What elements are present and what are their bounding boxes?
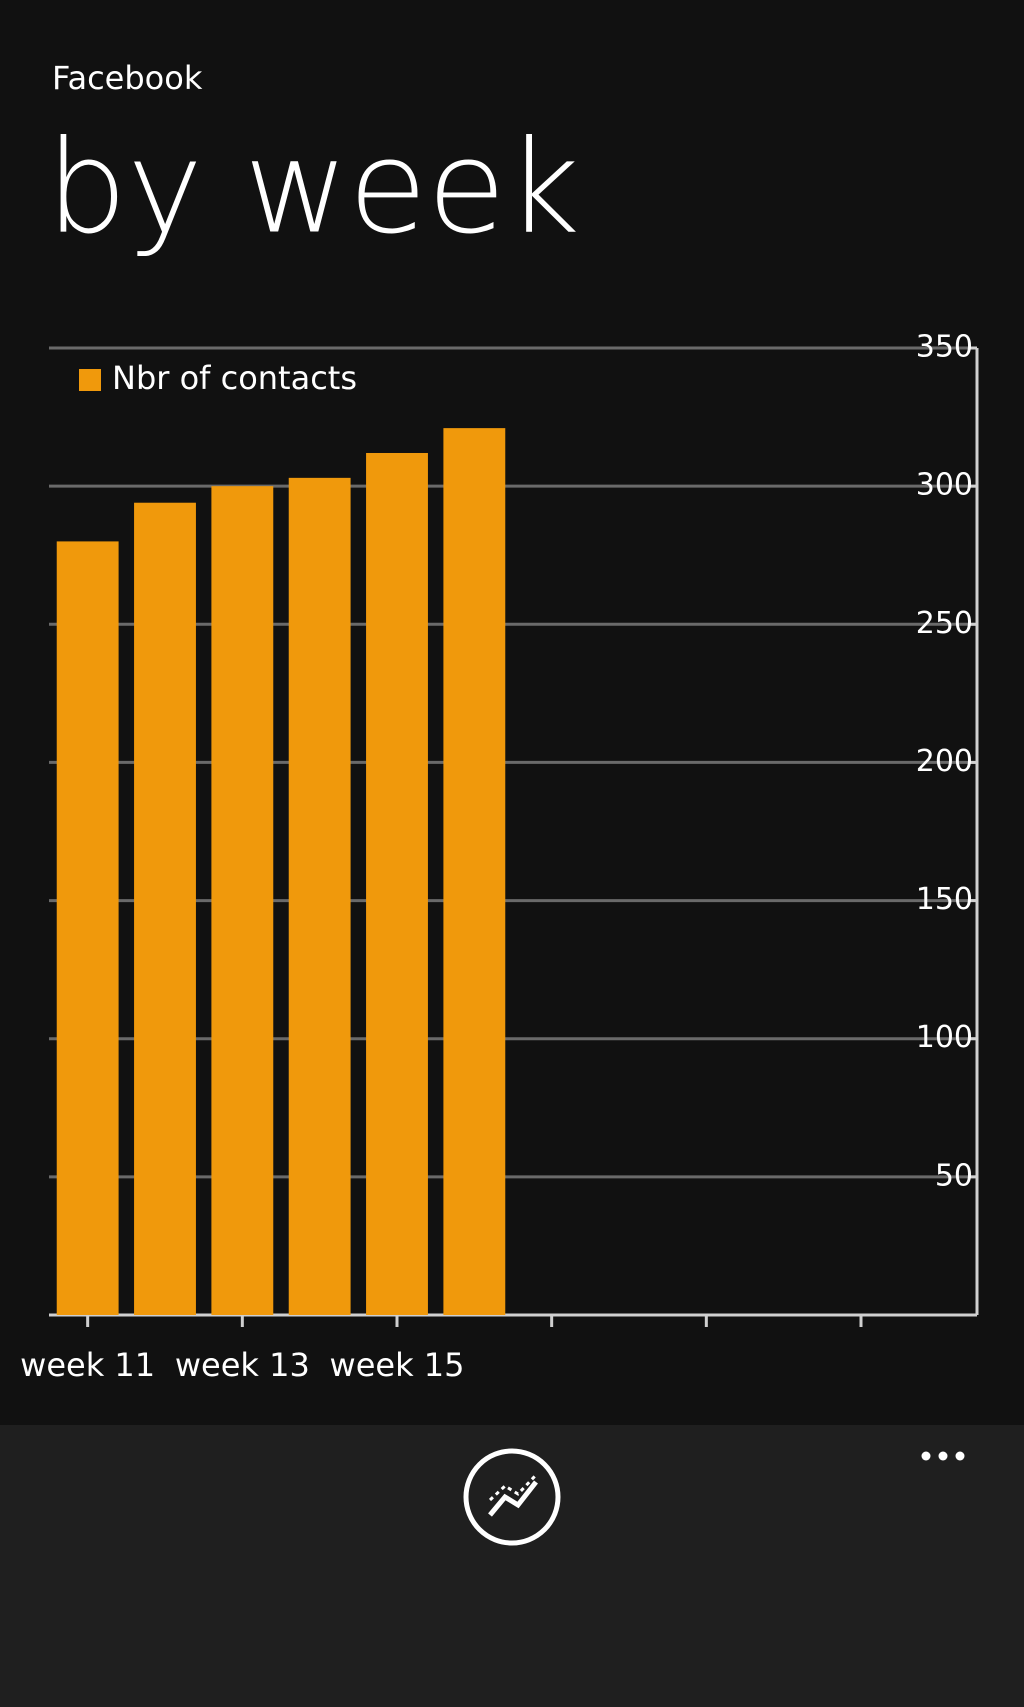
legend-swatch <box>79 369 101 391</box>
app-bar <box>0 1425 1024 1707</box>
bar <box>288 477 351 1316</box>
chart-button-ring[interactable] <box>463 1448 561 1546</box>
bar <box>443 428 506 1315</box>
y-tick-label: 250 <box>916 606 973 641</box>
y-tick-label: 150 <box>916 882 973 917</box>
menu-dot[interactable] <box>921 1451 931 1461</box>
chart-button-icon[interactable] <box>488 1480 538 1517</box>
chart-button[interactable] <box>463 1448 561 1546</box>
bar <box>366 452 428 1315</box>
y-tick-label: 200 <box>916 744 973 779</box>
menu-dot[interactable] <box>955 1451 965 1461</box>
x-tick-label: week 11 <box>20 1346 155 1384</box>
more-menu[interactable] <box>921 1451 965 1461</box>
bar <box>134 502 196 1316</box>
app-subtitle: Facebook <box>52 59 203 97</box>
menu-dot[interactable] <box>938 1451 948 1461</box>
y-tick-label: 300 <box>916 468 973 503</box>
bar <box>56 541 119 1315</box>
y-tick-label: 50 <box>935 1158 973 1193</box>
legend-label: Nbr of contacts <box>112 359 357 397</box>
y-tick-label: 100 <box>916 1020 973 1055</box>
x-tick-label: week 15 <box>330 1346 465 1384</box>
chart-button-icon-dashed[interactable] <box>488 1473 538 1502</box>
page-title: by week <box>46 113 580 262</box>
y-tick-label: 350 <box>916 330 973 365</box>
x-tick-label: week 13 <box>175 1346 310 1384</box>
bar <box>211 486 274 1316</box>
